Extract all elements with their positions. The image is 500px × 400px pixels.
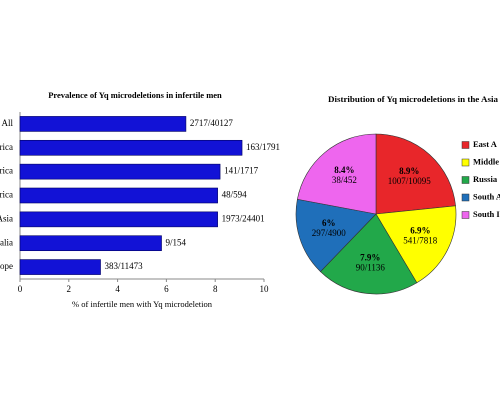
legend-label: East A (473, 139, 498, 149)
pie-slice (320, 213, 418, 295)
legend-label: Russia (473, 174, 498, 184)
x-tick-label: 4 (115, 284, 120, 294)
y-tick-label: rica (0, 166, 13, 176)
bar (19, 163, 221, 180)
x-tick-label: 2 (67, 284, 72, 294)
legend-label: South I (473, 209, 500, 219)
slice-note: 38/452 (332, 175, 357, 185)
slice-note: 297/4900 (312, 228, 347, 238)
x-tick-label: 6 (164, 284, 169, 294)
bar-label: 163/1791 (246, 142, 280, 152)
legend-label: South A (473, 191, 500, 201)
bar-title: Prevalence of Yq microdeletions in infer… (48, 90, 222, 100)
x-axis-label: % of infertile men with Yq microdeletion (72, 299, 213, 309)
bar (19, 187, 218, 204)
pie-slice (297, 133, 377, 215)
y-tick-label: ope (0, 261, 13, 271)
x-tick-label: 0 (18, 284, 23, 294)
pie-slice (375, 205, 457, 284)
bar-label: 1973/24401 (222, 213, 265, 223)
bar-label: 9/154 (166, 237, 187, 247)
y-tick-label: alia (0, 237, 13, 247)
slice-label: 8.9% (399, 166, 419, 176)
legend-label: Middle (473, 156, 499, 166)
slice-label: 6% (322, 218, 336, 228)
bar (19, 211, 218, 228)
pie-title: Distribution of Yq microdeletions in the… (328, 94, 499, 104)
bar-label: 141/1717 (224, 166, 259, 176)
slice-note: 90/1136 (356, 262, 386, 272)
bar (19, 259, 101, 275)
x-tick-label: 10 (260, 284, 270, 294)
x-tick-label: 8 (213, 284, 218, 294)
y-tick-label: All (1, 118, 13, 128)
pie-slice (375, 133, 456, 215)
legend-swatch (461, 176, 470, 184)
y-tick-label: rica (0, 142, 13, 152)
bar-label: 48/594 (222, 190, 248, 200)
slice-label: 7.9% (360, 252, 380, 262)
legend-swatch (461, 193, 470, 202)
bar (19, 235, 162, 252)
legend-swatch (461, 141, 470, 149)
pie-slice (295, 198, 377, 273)
legend-swatch (461, 211, 470, 219)
bar-label: 2717/40127 (190, 118, 234, 128)
slice-label: 8.4% (334, 165, 354, 175)
slice-note: 1007/10095 (388, 176, 432, 186)
y-tick-label: rica (0, 190, 13, 200)
y-tick-label: Asia (0, 213, 13, 223)
bar (19, 116, 187, 132)
bar-label: 383/11473 (105, 261, 144, 271)
legend-swatch (461, 158, 470, 167)
slice-label: 6.9% (410, 225, 430, 235)
slice-note: 541/7818 (403, 235, 438, 245)
bar (19, 139, 243, 156)
